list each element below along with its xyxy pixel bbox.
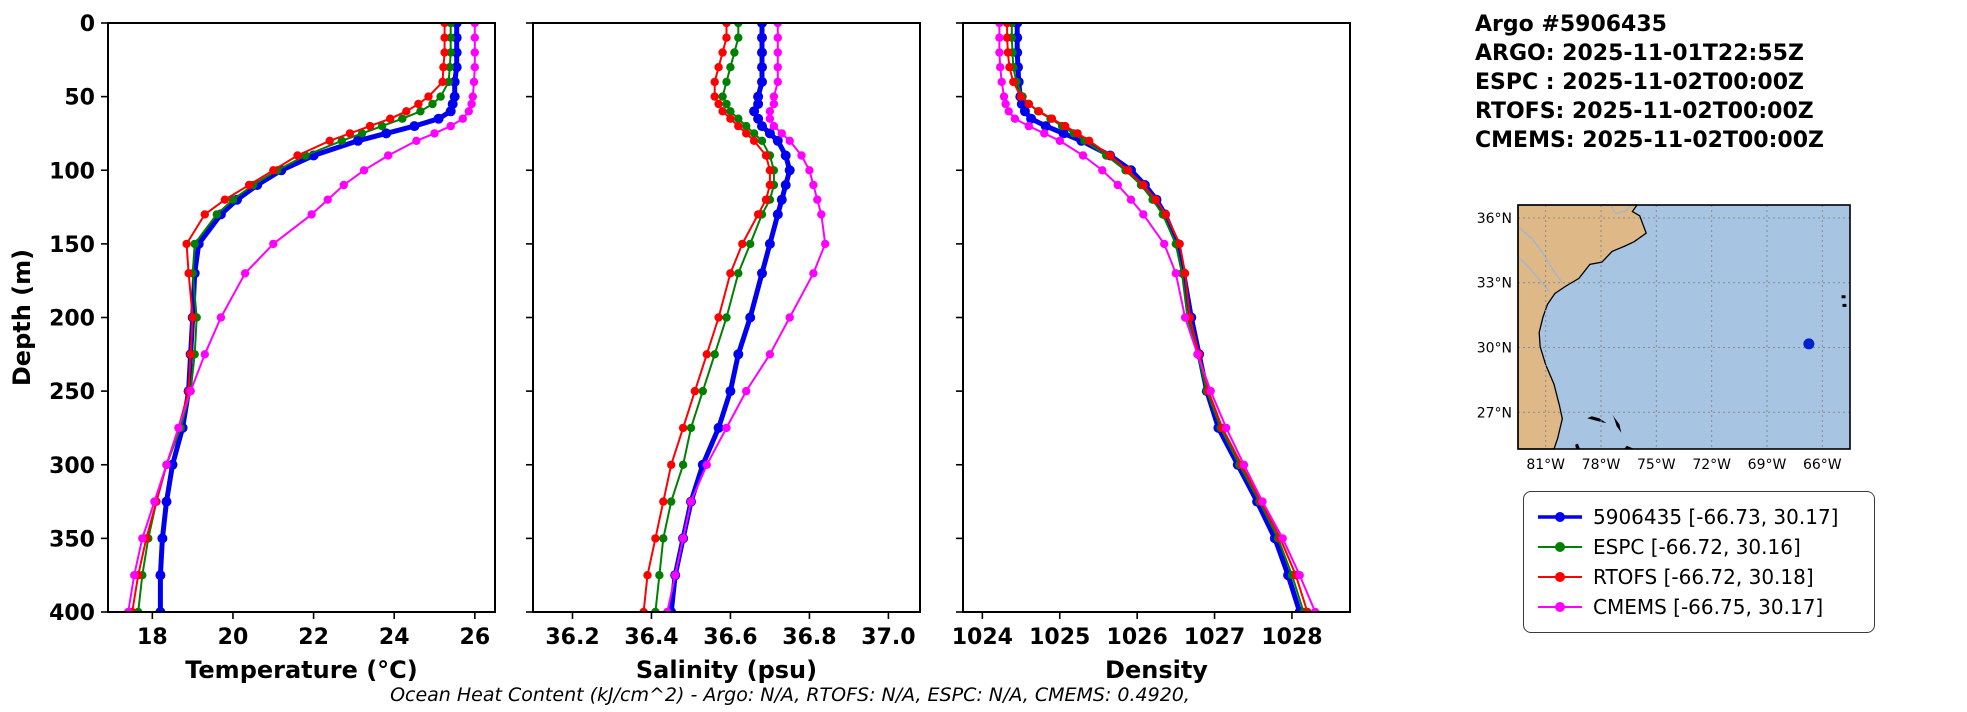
island — [1842, 303, 1847, 307]
x-tick-label: 24 — [379, 625, 410, 650]
legend-item-espc: ESPC [-66.72, 30.16] — [1536, 532, 1862, 562]
x-axis-label: Density — [1105, 656, 1208, 684]
x-tick-label: 37.0 — [861, 625, 915, 650]
lon-tick-label: 69°W — [1748, 457, 1787, 473]
x-tick-label: 20 — [218, 625, 249, 650]
salinity-panel: 36.2 36.4 36.6 36.8 37.0 Salinity (psu) — [526, 22, 921, 684]
lon-tick-label: 66°W — [1803, 457, 1842, 473]
river — [1517, 256, 1550, 292]
series-rtofs — [128, 22, 449, 613]
legend-swatch-rtofs — [1538, 572, 1582, 582]
y-tick-label: 150 — [49, 233, 95, 258]
lat-tick-label: 30°N — [1477, 341, 1512, 357]
x-tick-label: 1028 — [1261, 625, 1322, 650]
legend-item-argo: 5906435 [-66.73, 30.17] — [1536, 502, 1862, 532]
series-rtofs — [1002, 22, 1312, 613]
x-tick-label: 18 — [137, 625, 168, 650]
legend-label-rtofs: RTOFS [-66.72, 30.18] — [1593, 565, 1814, 589]
lon-tick-label: 75°W — [1637, 457, 1676, 473]
location-map: 36°N 33°N 30°N 27°N 81°W 78°W 75°W 72°W 69°W 66°W — [1477, 204, 1851, 473]
lat-tick-label: 27°N — [1477, 405, 1512, 421]
legend-swatch-espc — [1538, 542, 1582, 552]
lon-tick-label: 72°W — [1692, 457, 1731, 473]
x-tick-label: 36.4 — [624, 625, 678, 650]
legend-label-cmems: CMEMS [-66.75, 30.17] — [1593, 595, 1824, 619]
profile-charts: Depth (m) 18 20 22 24 26 0 50 100 150 200 250 300 350… — [8, 12, 1351, 684]
island — [1612, 414, 1622, 433]
y-tick-label: 200 — [49, 307, 95, 332]
lon-tick-label: 78°W — [1582, 457, 1621, 473]
header-rtofs-time: RTOFS: 2025-11-02T00:00Z — [1475, 99, 1814, 124]
x-tick-label: 36.8 — [782, 625, 836, 650]
legend-label-argo: 5906435 [-66.73, 30.17] — [1593, 505, 1839, 529]
header-cmems-time: CMEMS: 2025-11-02T00:00Z — [1475, 128, 1824, 153]
lat-tick-label: 36°N — [1477, 211, 1512, 227]
x-axis-label: Temperature (°C) — [185, 656, 418, 684]
y-axis-label: Depth (m) — [8, 249, 36, 386]
ocean-heat-content-note: Ocean Heat Content (kJ/cm^2) - Argo: N/A… — [390, 684, 1190, 706]
header-espc-time: ESPC : 2025-11-02T00:00Z — [1475, 70, 1804, 95]
x-tick-label: 1026 — [1107, 625, 1168, 650]
x-axis-label: Salinity (psu) — [636, 656, 817, 684]
y-tick-label: 250 — [49, 380, 95, 405]
legend-swatch-argo — [1538, 512, 1582, 522]
x-tick-label: 1025 — [1029, 625, 1090, 650]
info-panel: Argo #5906435 ARGO: 2025-11-01T22:55Z ES… — [1455, 10, 1967, 633]
island — [1587, 416, 1607, 424]
x-tick-label: 26 — [460, 625, 491, 650]
legend-item-rtofs: RTOFS [-66.72, 30.18] — [1536, 562, 1862, 592]
legend-box: 5906435 [-66.73, 30.17] ESPC [-66.72, 30… — [1523, 491, 1875, 633]
y-tick-label: 300 — [49, 454, 95, 479]
lat-tick-label: 33°N — [1477, 276, 1512, 292]
float-position-marker — [1803, 338, 1815, 350]
series-5906435 — [155, 22, 462, 613]
header-block: Argo #5906435 ARGO: 2025-11-01T22:55Z ES… — [1475, 10, 1967, 155]
temperature-panel: 18 20 22 24 26 0 50 100 150 200 250 300 350 400 Temper… — [49, 12, 496, 684]
legend-label-espc: ESPC [-66.72, 30.16] — [1593, 535, 1801, 559]
island — [1575, 443, 1580, 449]
y-tick-label: 50 — [64, 86, 95, 111]
y-tick-label: 0 — [80, 12, 95, 37]
series-cmems — [663, 22, 830, 613]
header-title: Argo #5906435 — [1475, 12, 1667, 37]
series-rtofs — [639, 22, 775, 613]
x-tick-label: 22 — [298, 625, 329, 650]
lon-tick-label: 81°W — [1526, 457, 1565, 473]
series-espc — [651, 22, 779, 613]
series-cmems — [124, 22, 479, 613]
river — [1609, 204, 1632, 215]
series-5906435 — [1012, 22, 1305, 613]
y-tick-label: 100 — [49, 159, 95, 184]
x-tick-label: 1024 — [952, 625, 1013, 650]
y-tick-label: 400 — [49, 601, 95, 626]
x-tick-label: 36.6 — [703, 625, 757, 650]
density-panel: 1024 1025 1026 1027 1028 Density — [952, 22, 1351, 684]
series-cmems — [995, 22, 1320, 613]
island — [1841, 295, 1846, 299]
x-tick-label: 36.2 — [545, 625, 599, 650]
river — [1517, 226, 1563, 284]
legend-swatch-cmems — [1538, 602, 1582, 612]
legend-item-cmems: CMEMS [-66.75, 30.17] — [1536, 592, 1862, 622]
y-tick-label: 350 — [49, 527, 95, 552]
series-espc — [1007, 22, 1308, 613]
map-frame — [1517, 204, 1851, 450]
header-argo-time: ARGO: 2025-11-01T22:55Z — [1475, 41, 1804, 66]
x-tick-label: 1027 — [1184, 625, 1245, 650]
